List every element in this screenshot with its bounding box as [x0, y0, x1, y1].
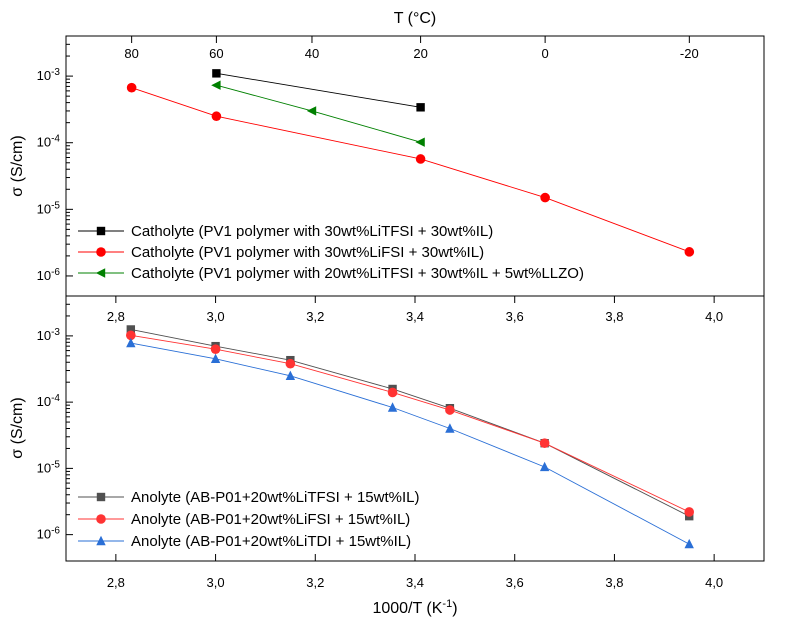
top-series-1 — [126, 82, 695, 257]
top-x-tick-label-2: 40 — [305, 46, 319, 61]
bottom-legend-label-2: Anolyte (AB-P01+20wt%LiTDI + 15wt%IL) — [131, 533, 411, 550]
bottom-x-tick-upper-label-3: 3,4 — [406, 309, 424, 324]
top-legend-label-2: Catholyte (PV1 polymer with 20wt%LiTFSI … — [131, 265, 584, 282]
top-legend-entry-2: Catholyte (PV1 polymer with 20wt%LiTFSI … — [78, 265, 584, 282]
bottom-data-point — [684, 538, 694, 549]
bottom-y-tick-label-0: 10-3 — [37, 326, 61, 343]
top-legend-label-0: Catholyte (PV1 polymer with 30wt%LiTFSI … — [131, 223, 493, 240]
bottom-data-point — [210, 344, 221, 354]
bottom-y-tick-label-2: 10-5 — [37, 459, 61, 476]
top-series-group — [126, 69, 695, 257]
top-x-tick-label-5: -20 — [680, 46, 699, 61]
bottom-x-tick-label-1: 3,0 — [207, 575, 225, 590]
bottom-legend-entry-1: Anolyte (AB-P01+20wt%LiFSI + 15wt%IL) — [78, 511, 410, 528]
bottom-data-point — [539, 461, 550, 472]
bottom-y-ticks: 10-3 10-4 10-5 10-6 — [37, 295, 73, 542]
bottom-panel: 1000/T (K-1) σ (S/cm) 2,8 2,8 3,0 3,0 3,2 3,2… — [9, 295, 765, 617]
top-data-point — [306, 106, 317, 116]
top-y-ticks: 10-3 10-4 10-5 10-6 — [37, 35, 73, 283]
bottom-data-point — [285, 370, 296, 380]
bottom-x-tick-label-5: 3,8 — [605, 575, 623, 590]
top-data-point — [211, 80, 221, 90]
bottom-x-tick-label-0: 2,8 — [107, 575, 125, 590]
bottom-x-tick-label-4: 3,6 — [506, 575, 524, 590]
top-data-point — [211, 111, 222, 122]
bottom-x-tick-label-2: 3,2 — [306, 575, 324, 590]
top-x-tick-label-4: 0 — [542, 46, 549, 61]
bottom-series-group — [126, 325, 695, 549]
top-axis-title: T (°C) — [394, 10, 437, 27]
bottom-data-point — [539, 438, 550, 448]
bottom-data-point — [126, 337, 136, 348]
top-y-tick-label-3: 10-6 — [37, 266, 61, 283]
top-legend-marker-1 — [96, 247, 106, 257]
bottom-series-1 — [126, 330, 695, 517]
top-panel: T (°C) σ (S/cm) 80 60 40 20 0 -20 10-310-410-… — [9, 10, 765, 297]
bottom-legend-label-0: Anolyte (AB-P01+20wt%LiTFSI + 15wt%IL) — [131, 489, 419, 506]
top-legend-label-1: Catholyte (PV1 polymer with 30wt%LiFSI +… — [131, 244, 484, 261]
top-legend-marker-2 — [95, 268, 106, 278]
bottom-legend: Anolyte (AB-P01+20wt%LiTFSI + 15wt%IL) An… — [78, 489, 419, 550]
bottom-data-point — [210, 353, 221, 364]
top-y-axis-title: σ (S/cm) — [9, 135, 26, 196]
bottom-legend-marker-1 — [96, 514, 106, 524]
top-data-point — [415, 154, 426, 164]
bottom-y-tick-label-3: 10-6 — [37, 525, 61, 542]
bottom-x-tick-label-6: 4,0 — [705, 575, 723, 590]
bottom-data-point — [126, 330, 136, 341]
top-x-tick-label-0: 80 — [124, 46, 138, 61]
bottom-x-ticks: 2,8 2,8 3,0 3,0 3,2 3,2 3,4 3,4 3,6 3,6 3,8 3,8 4,0 4… — [107, 296, 723, 590]
bottom-legend-entry-0: Anolyte (AB-P01+20wt%LiTFSI + 15wt%IL) — [78, 489, 419, 506]
bottom-series-2 — [126, 337, 694, 549]
top-series-line-0 — [216, 72, 421, 108]
top-series-2 — [211, 80, 425, 147]
bottom-legend-label-1: Anolyte (AB-P01+20wt%LiFSI + 15wt%IL) — [131, 511, 410, 528]
bottom-data-point — [445, 423, 455, 433]
top-data-point — [416, 103, 425, 112]
top-y-tick-label-0: 10-3 — [37, 67, 61, 84]
bottom-x-tick-upper-label-6: 4,0 — [705, 309, 723, 324]
top-series-0 — [212, 69, 425, 112]
top-data-point — [212, 69, 221, 78]
bottom-x-tick-upper-label-0: 2,8 — [107, 309, 125, 324]
top-x-ticks: 80 60 40 20 0 -20 — [124, 36, 699, 61]
top-data-point — [540, 192, 550, 203]
bottom-data-point — [126, 325, 136, 334]
bottom-x-tick-upper-label-5: 3,8 — [605, 309, 623, 324]
bottom-data-point — [445, 405, 455, 415]
top-y-tick-label-1: 10-4 — [37, 133, 61, 150]
bottom-x-tick-upper-label-4: 3,6 — [506, 309, 524, 324]
top-legend: Catholyte (PV1 polymer with 30wt%LiTFSI … — [78, 223, 584, 282]
top-legend-marker-0 — [96, 226, 106, 236]
bottom-data-point — [684, 507, 695, 517]
bottom-data-point — [387, 387, 398, 398]
top-data-point — [126, 82, 137, 93]
bottom-x-tick-label-3: 3,4 — [406, 575, 424, 590]
bottom-legend-marker-0 — [96, 492, 106, 502]
bottom-x-tick-upper-label-1: 3,0 — [207, 309, 225, 324]
bottom-legend-entry-2: Anolyte (AB-P01+20wt%LiTDI + 15wt%IL) — [78, 533, 411, 550]
bottom-legend-marker-2 — [96, 535, 106, 546]
top-y-tick-label-2: 10-5 — [37, 200, 61, 217]
bottom-x-axis-title: 1000/T (K-1) — [372, 598, 457, 617]
top-legend-entry-1: Catholyte (PV1 polymer with 30wt%LiFSI +… — [78, 244, 484, 261]
top-x-tick-label-1: 60 — [209, 46, 223, 61]
bottom-y-axis-title: σ (S/cm) — [9, 397, 26, 458]
top-data-point — [415, 137, 425, 147]
top-data-point — [684, 247, 695, 257]
bottom-data-point — [285, 358, 296, 369]
top-x-tick-label-3: 20 — [413, 46, 427, 61]
top-legend-entry-0: Catholyte (PV1 polymer with 30wt%LiTFSI … — [78, 223, 493, 240]
bottom-x-tick-upper-label-2: 3,2 — [306, 309, 324, 324]
bottom-data-point — [387, 402, 398, 412]
bottom-y-tick-label-1: 10-4 — [37, 393, 61, 410]
